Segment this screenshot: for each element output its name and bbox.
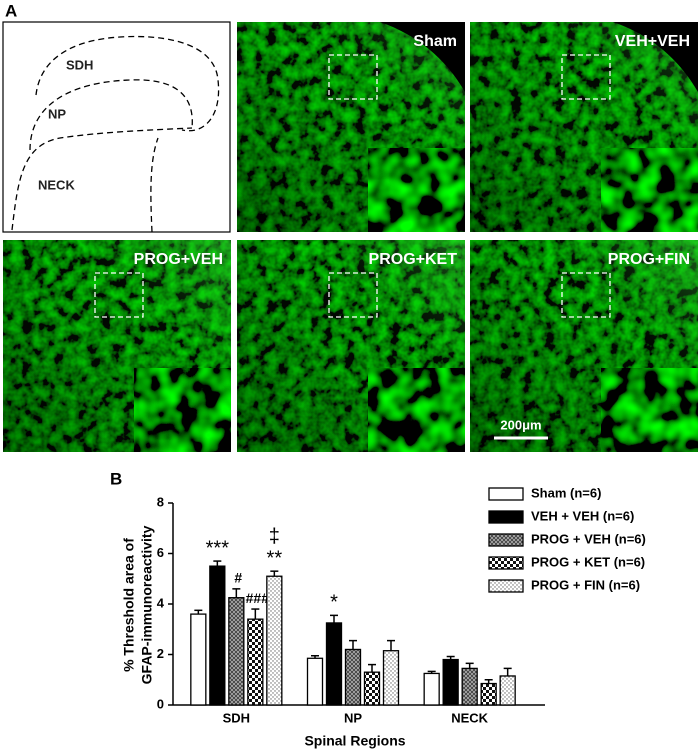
micrographs: Sham VEH+VEH PROG+VEH PROG+KET PROG+FIN 200μm bbox=[3, 22, 699, 453]
bar bbox=[247, 618, 264, 706]
y-tick-label: 4 bbox=[157, 595, 165, 610]
significance-label: ** bbox=[267, 547, 283, 569]
inset-image bbox=[133, 367, 232, 453]
region-label: NP bbox=[48, 106, 66, 121]
micrograph-label: VEH+VEH bbox=[615, 33, 690, 50]
bar bbox=[382, 650, 400, 706]
micrograph: PROG+FIN bbox=[470, 240, 699, 453]
bar bbox=[461, 667, 478, 706]
significance-label: *** bbox=[206, 537, 230, 559]
panel-label: B bbox=[110, 469, 122, 488]
schematic-frame bbox=[2, 21, 231, 233]
region-box bbox=[561, 54, 611, 100]
micrograph-label: PROG+VEH bbox=[134, 251, 223, 268]
significance-label: # bbox=[234, 570, 242, 586]
micrograph: Sham bbox=[237, 22, 466, 233]
panel-label: A bbox=[5, 1, 17, 20]
y-tick-label: 6 bbox=[157, 545, 164, 560]
legend-swatch bbox=[488, 487, 524, 501]
bar bbox=[423, 672, 440, 706]
legend-label: PROG + KET (n=6) bbox=[531, 554, 645, 569]
bar bbox=[325, 622, 343, 706]
y-tick-label: 2 bbox=[157, 646, 164, 661]
bar bbox=[209, 565, 226, 706]
micrograph: VEH+VEH bbox=[470, 22, 699, 233]
schematic-outline bbox=[11, 35, 220, 233]
region-label: SDH bbox=[66, 57, 93, 72]
schematic: SDH NP NECK bbox=[2, 21, 231, 233]
micrograph-label: Sham bbox=[413, 33, 457, 50]
significance-label: ‡ bbox=[269, 525, 280, 547]
bar bbox=[363, 671, 381, 706]
bar bbox=[190, 613, 207, 706]
micrograph-label: PROG+FIN bbox=[608, 251, 690, 268]
significance-label: ### bbox=[246, 590, 270, 606]
region-box bbox=[561, 272, 611, 318]
region-label: NECK bbox=[38, 177, 75, 192]
background-corner bbox=[613, 22, 698, 92]
bar-chart: B 0 2 4 6 8 % Threshold area of GFAP-immunoreac… bbox=[110, 469, 646, 748]
x-axis-label: Spinal Regions bbox=[304, 733, 405, 749]
x-tick-label: NECK bbox=[451, 710, 488, 725]
bar bbox=[266, 575, 283, 706]
bar bbox=[306, 657, 324, 706]
legend-label: PROG + FIN (n=6) bbox=[531, 577, 640, 592]
y-axis-label: GFAP-immunoreactivity bbox=[139, 525, 155, 684]
scale-bar-label: 200μm bbox=[500, 417, 541, 432]
inset-image bbox=[367, 147, 466, 233]
bar bbox=[228, 597, 245, 706]
micrograph-label: PROG+KET bbox=[369, 251, 458, 268]
y-tick-label: 8 bbox=[157, 494, 164, 509]
legend-swatch bbox=[488, 510, 524, 524]
y-axis-label: % Threshold area of bbox=[121, 538, 137, 672]
background-corner bbox=[380, 22, 465, 92]
bar bbox=[442, 658, 459, 706]
x-tick-label: NP bbox=[344, 710, 362, 725]
bar bbox=[499, 675, 516, 706]
region-box bbox=[94, 272, 144, 318]
y-tick-label: 0 bbox=[157, 696, 164, 711]
inset-image bbox=[600, 367, 699, 453]
inset-image bbox=[600, 147, 699, 233]
legend-swatch bbox=[488, 556, 524, 570]
legend-label: PROG + VEH (n=6) bbox=[531, 531, 646, 546]
x-tick-label: SDH bbox=[223, 710, 250, 725]
inset-image bbox=[367, 367, 466, 453]
bar bbox=[480, 682, 497, 706]
micrograph: PROG+KET bbox=[237, 240, 466, 453]
region-box bbox=[328, 272, 378, 318]
legend-swatch bbox=[488, 579, 524, 593]
micrograph: PROG+VEH bbox=[3, 240, 232, 453]
legend-label: VEH + VEH (n=6) bbox=[531, 508, 634, 523]
legend-label: Sham (n=6) bbox=[531, 485, 601, 500]
region-box bbox=[328, 54, 378, 100]
significance-label: * bbox=[330, 592, 338, 614]
bar bbox=[344, 648, 362, 706]
legend-swatch bbox=[488, 533, 524, 547]
